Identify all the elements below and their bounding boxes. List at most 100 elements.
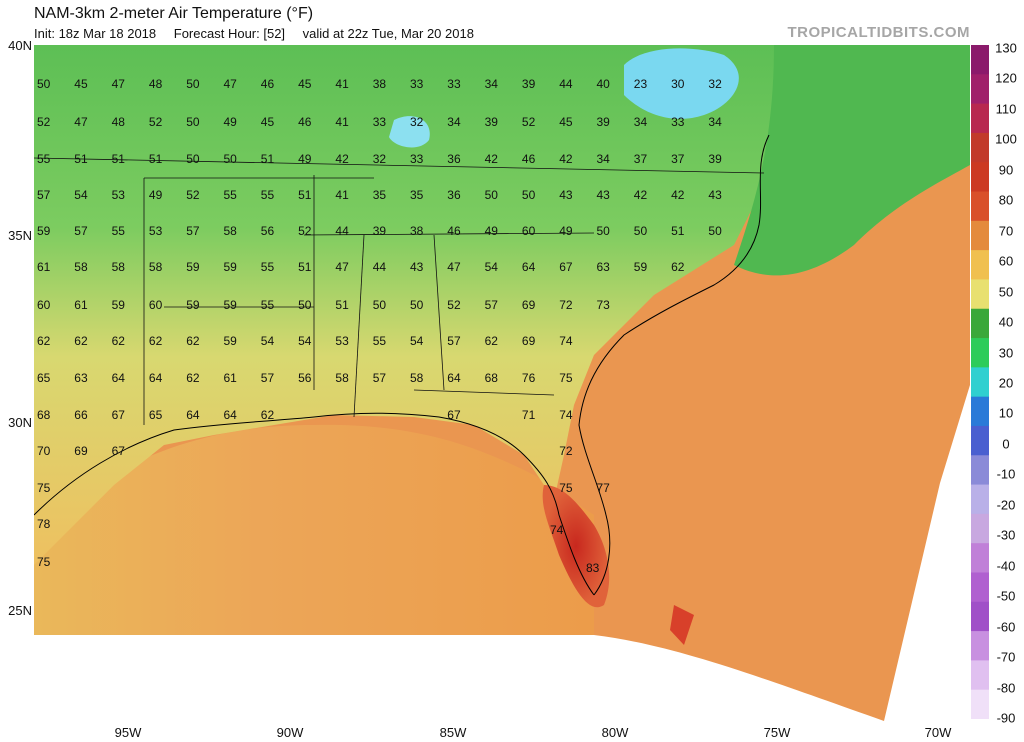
cold-region <box>624 48 739 119</box>
station-temp-value: 33 <box>373 115 387 129</box>
station-temp-value: 50 <box>298 298 312 312</box>
station-temp-value: 58 <box>74 260 88 274</box>
station-temp-value: 50 <box>708 224 722 238</box>
station-temp-value: 57 <box>485 298 499 312</box>
colorbar-tick-label: 80 <box>998 192 1014 208</box>
station-temp-value: 75 <box>37 481 51 495</box>
station-temp-value: 55 <box>261 298 275 312</box>
station-temp-value: 57 <box>37 188 51 202</box>
colorbar-segment <box>971 689 989 719</box>
colorbar-tick-label: 30 <box>998 345 1014 361</box>
station-temp-value: 56 <box>298 371 312 385</box>
colorbar-tick-label: -70 <box>996 649 1016 665</box>
station-temp-value: 50 <box>485 188 499 202</box>
station-temp-value: 46 <box>447 224 461 238</box>
station-temp-value: 63 <box>74 371 88 385</box>
station-temp-value: 65 <box>37 371 51 385</box>
station-temp-value: 74 <box>559 408 573 422</box>
station-temp-value: 41 <box>335 188 349 202</box>
station-temp-value: 32 <box>708 77 722 91</box>
station-temp-value: 43 <box>708 188 722 202</box>
station-temp-value: 57 <box>261 371 275 385</box>
temperature-colorbar <box>971 45 989 719</box>
station-temp-value: 35 <box>373 188 387 202</box>
station-temp-value: 59 <box>224 260 238 274</box>
colorbar-segment <box>971 601 989 632</box>
colorbar-segment <box>971 396 989 427</box>
station-temp-value: 35 <box>410 188 424 202</box>
lat-label-25n: 25N <box>8 603 32 618</box>
station-temp-value: 45 <box>298 77 312 91</box>
colorbar-segment <box>971 543 989 573</box>
station-temp-value: 70 <box>37 444 51 458</box>
colorbar-segment <box>971 660 989 691</box>
station-temp-value: 44 <box>559 77 573 91</box>
station-temp-value: 46 <box>522 152 536 166</box>
station-temp-value: 69 <box>522 334 536 348</box>
lon-label-85w: 85W <box>439 725 467 740</box>
init-time: Init: 18z Mar 18 2018 <box>34 26 157 41</box>
station-temp-value: 34 <box>708 115 722 129</box>
colorbar-segment <box>971 74 989 105</box>
station-temp-value: 50 <box>186 152 200 166</box>
station-temp-value: 47 <box>447 260 461 274</box>
station-temp-value: 52 <box>37 115 51 129</box>
station-temp-value: 59 <box>634 260 648 274</box>
colorbar-segment <box>971 367 989 398</box>
cold-region-2 <box>389 116 430 148</box>
station-temp-value: 73 <box>597 298 611 312</box>
station-temp-value: 51 <box>261 152 275 166</box>
station-temp-value: 50 <box>186 115 200 129</box>
colorbar-segment <box>971 162 989 193</box>
land-field <box>34 45 804 565</box>
station-temp-value: 66 <box>74 408 88 422</box>
station-temp-value: 64 <box>447 371 461 385</box>
station-temp-value: 54 <box>261 334 275 348</box>
station-temp-value: 54 <box>485 260 499 274</box>
station-temp-value: 72 <box>559 444 573 458</box>
station-temp-value: 42 <box>634 188 648 202</box>
station-temp-value: 57 <box>373 371 387 385</box>
colorbar-tick-label: 20 <box>998 375 1014 391</box>
station-temp-value: 42 <box>485 152 499 166</box>
bahamas-island <box>670 605 694 645</box>
colorbar-tick-label: -80 <box>996 680 1016 696</box>
colorbar-tick-label: -30 <box>996 527 1016 543</box>
colorbar-tick-label: -40 <box>996 558 1016 574</box>
station-temp-value: 33 <box>447 77 461 91</box>
station-value-layer: 50 45 47 48 50 47 46 45 41 38 33 33 34 39 44 40 23 30 32 52… <box>37 77 722 575</box>
station-temp-value: 60 <box>37 298 51 312</box>
station-temp-value: 76 <box>522 371 536 385</box>
station-temp-value: 53 <box>335 334 349 348</box>
station-temp-value: 65 <box>149 408 163 422</box>
station-temp-value: 75 <box>559 371 573 385</box>
station-temp-value: 46 <box>261 77 275 91</box>
colorbar-segment <box>971 191 989 222</box>
station-temp-value: 67 <box>447 408 461 422</box>
station-temp-value: 47 <box>224 77 238 91</box>
gulf-field <box>34 424 594 635</box>
station-temp-value: 49 <box>559 224 573 238</box>
station-temp-value: 38 <box>373 77 387 91</box>
station-temp-value: 53 <box>149 224 163 238</box>
colorbar-tick-label: -90 <box>996 710 1016 726</box>
no-data-area <box>34 635 884 721</box>
station-temp-value: 68 <box>485 371 499 385</box>
station-temp-value: 59 <box>37 224 51 238</box>
station-temp-value: 51 <box>298 260 312 274</box>
station-temp-value: 57 <box>447 334 461 348</box>
station-temp-value: 42 <box>559 152 573 166</box>
station-temp-value: 57 <box>74 224 88 238</box>
colorbar-segment <box>971 425 989 456</box>
station-temp-value: 30 <box>671 77 685 91</box>
colorbar-tick-label: 10 <box>998 405 1014 421</box>
station-temp-value: 83 <box>586 561 600 575</box>
station-temp-value: 60 <box>149 298 163 312</box>
lat-label-30n: 30N <box>8 415 32 430</box>
station-temp-value: 58 <box>335 371 349 385</box>
station-temp-value: 48 <box>112 115 126 129</box>
station-temp-value: 40 <box>597 77 611 91</box>
station-temp-value: 52 <box>298 224 312 238</box>
station-temp-value: 36 <box>447 188 461 202</box>
station-temp-value: 50 <box>37 77 51 91</box>
